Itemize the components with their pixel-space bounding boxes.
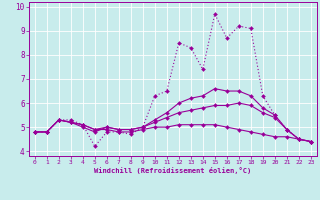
X-axis label: Windchill (Refroidissement éolien,°C): Windchill (Refroidissement éolien,°C) — [94, 167, 252, 174]
